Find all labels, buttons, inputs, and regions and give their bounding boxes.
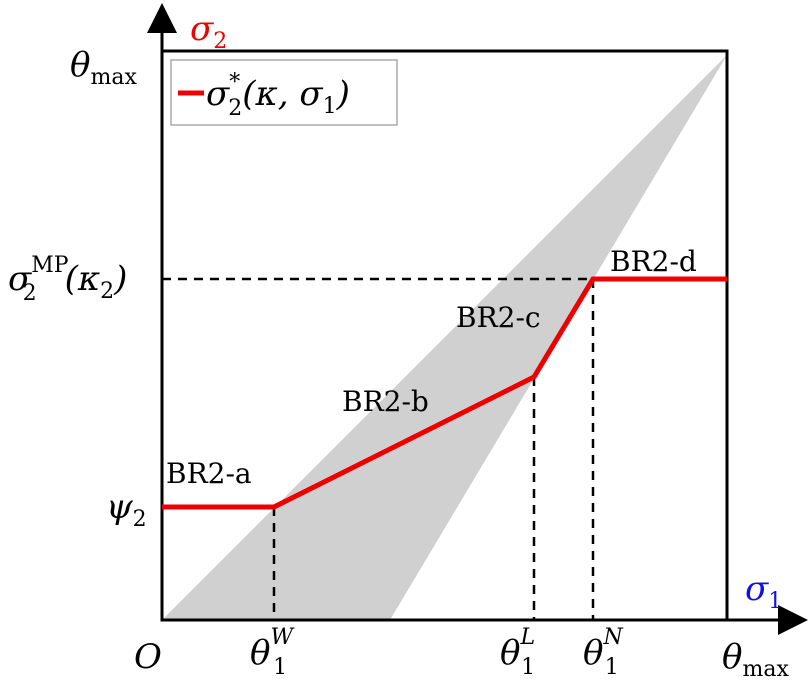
region-label: BR2-a: [166, 457, 252, 490]
guides: [162, 277, 595, 620]
region-label: BR2-d: [610, 245, 697, 278]
feasible-region: [162, 55, 727, 620]
box: [160, 49, 729, 622]
region-label: BR2-c: [456, 301, 541, 334]
x-tick: θW 1: [250, 625, 295, 680]
x-axis-label: σ1: [745, 569, 782, 614]
legend: [170, 59, 398, 126]
y-tick: σMP 2 (κ2): [8, 253, 127, 306]
y-tick: θmax: [70, 45, 137, 90]
best-response: [162, 276, 727, 510]
region-label: BR2-b: [342, 385, 429, 418]
origin: O: [134, 637, 162, 677]
x-tick: θmax: [722, 637, 789, 681]
y-tick: ψ2: [106, 487, 147, 532]
y-axis-label: σ2: [190, 9, 227, 54]
x-tick: θL 1: [500, 625, 535, 680]
x-tick: θN 1: [583, 625, 623, 680]
legend-label: σ* 2(κ, σ1): [206, 70, 350, 121]
